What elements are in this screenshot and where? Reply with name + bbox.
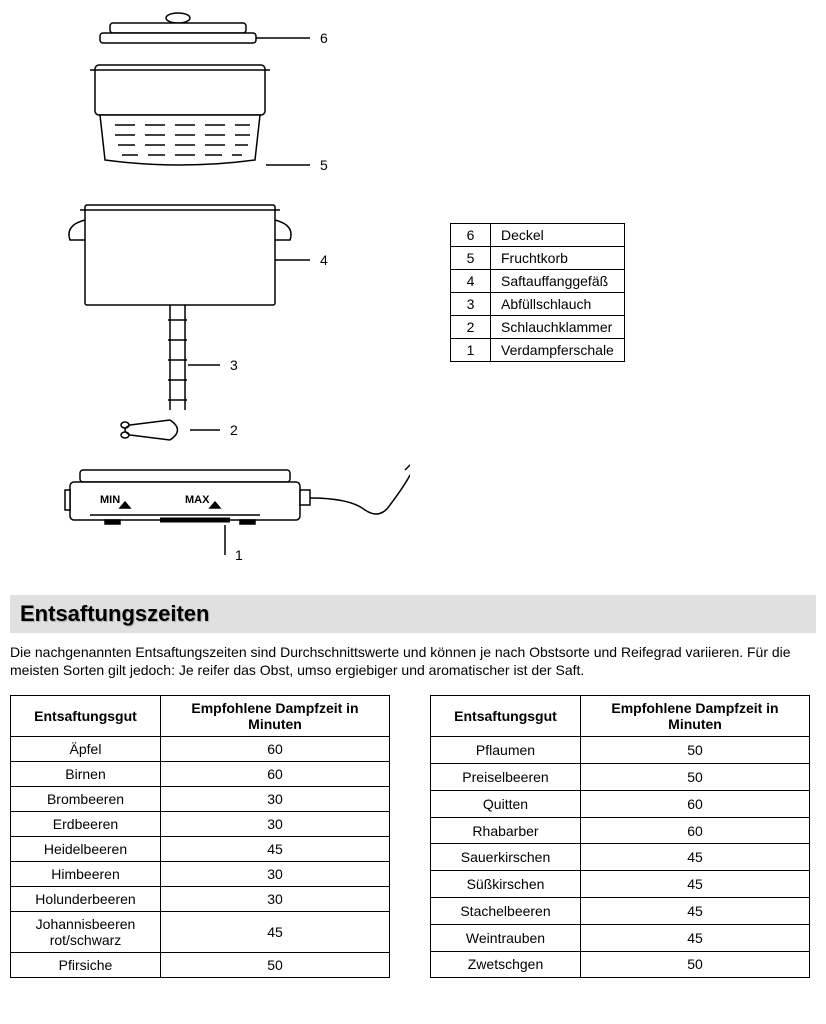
cell-time: 50 xyxy=(581,951,810,978)
legend-row: 1Verdampferschale xyxy=(451,339,625,362)
cell-item: Sauerkirschen xyxy=(431,844,581,871)
times-tables: Entsaftungsgut Empfohlene Dampfzeit in M… xyxy=(10,695,816,978)
cell-item: Birnen xyxy=(11,762,161,787)
cell-time: 30 xyxy=(161,887,390,912)
cell-time: 30 xyxy=(161,812,390,837)
section-intro: Die nachgenannten Entsaftungszeiten sind… xyxy=(10,643,816,679)
table-row: Pfirsiche50 xyxy=(11,953,390,978)
legend-row: 5Fruchtkorb xyxy=(451,247,625,270)
cell-time: 60 xyxy=(581,790,810,817)
table-row: Birnen60 xyxy=(11,762,390,787)
cell-item: Zwetschgen xyxy=(431,951,581,978)
min-label: MIN xyxy=(100,494,120,506)
table-row: Stachelbeeren45 xyxy=(431,897,810,924)
part-fruit-basket xyxy=(90,65,310,165)
section-title: Entsaftungszeiten xyxy=(10,595,816,633)
table-row: Himbeeren30 xyxy=(11,862,390,887)
cell-item: Preiselbeeren xyxy=(431,764,581,791)
table-row: Pflaumen50 xyxy=(431,737,810,764)
cell-item: Pflaumen xyxy=(431,737,581,764)
legend-label: Abfüllschlauch xyxy=(491,293,625,316)
cell-time: 50 xyxy=(161,953,390,978)
parts-legend-table: 6Deckel5Fruchtkorb4Saftauffanggefäß3Abfü… xyxy=(450,223,625,362)
legend-num: 5 xyxy=(451,247,491,270)
cell-item: Himbeeren xyxy=(11,862,161,887)
legend-num: 4 xyxy=(451,270,491,293)
col-header-item: Entsaftungsgut xyxy=(431,696,581,737)
cell-item: Johannisbeeren rot/schwarz xyxy=(11,912,161,953)
col-header-time: Empfohlene Dampfzeit in Minuten xyxy=(581,696,810,737)
cell-item: Süßkirschen xyxy=(431,871,581,898)
cell-item: Äpfel xyxy=(11,737,161,762)
table-row: Süßkirschen45 xyxy=(431,871,810,898)
legend-label: Fruchtkorb xyxy=(491,247,625,270)
times-table-right: Entsaftungsgut Empfohlene Dampfzeit in M… xyxy=(430,695,810,978)
table-row: Weintrauben45 xyxy=(431,924,810,951)
times-table-left: Entsaftungsgut Empfohlene Dampfzeit in M… xyxy=(10,695,390,978)
legend-label: Deckel xyxy=(491,224,625,247)
cell-item: Rhabarber xyxy=(431,817,581,844)
label-6: 6 xyxy=(320,30,328,46)
table-row: Äpfel60 xyxy=(11,737,390,762)
part-hose xyxy=(168,305,220,410)
label-1: 1 xyxy=(235,547,243,563)
table-row: Brombeeren30 xyxy=(11,787,390,812)
table-row: Zwetschgen50 xyxy=(431,951,810,978)
cell-item: Pfirsiche xyxy=(11,953,161,978)
table-row: Johannisbeeren rot/schwarz45 xyxy=(11,912,390,953)
table-row: Holunderbeeren30 xyxy=(11,887,390,912)
cell-item: Brombeeren xyxy=(11,787,161,812)
label-4: 4 xyxy=(320,252,328,268)
legend-num: 1 xyxy=(451,339,491,362)
label-3: 3 xyxy=(230,357,238,373)
cell-time: 60 xyxy=(161,737,390,762)
legend-num: 3 xyxy=(451,293,491,316)
top-section: 6 5 xyxy=(10,10,816,575)
cell-time: 30 xyxy=(161,787,390,812)
table-row: Sauerkirschen45 xyxy=(431,844,810,871)
part-evaporator xyxy=(65,460,410,555)
max-label: MAX xyxy=(185,494,210,506)
juicer-diagram: 6 5 xyxy=(10,10,410,575)
legend-label: Saftauffanggefäß xyxy=(491,270,625,293)
cell-time: 45 xyxy=(161,912,390,953)
cell-item: Stachelbeeren xyxy=(431,897,581,924)
cell-item: Quitten xyxy=(431,790,581,817)
table-row: Rhabarber60 xyxy=(431,817,810,844)
cell-item: Holunderbeeren xyxy=(11,887,161,912)
cell-time: 60 xyxy=(161,762,390,787)
cell-time: 45 xyxy=(581,897,810,924)
table-row: Preiselbeeren50 xyxy=(431,764,810,791)
label-2: 2 xyxy=(230,422,238,438)
table-row: Quitten60 xyxy=(431,790,810,817)
cell-time: 45 xyxy=(581,844,810,871)
label-5: 5 xyxy=(320,157,328,173)
legend-label: Verdampferschale xyxy=(491,339,625,362)
table-row: Erdbeeren30 xyxy=(11,812,390,837)
legend-row: 6Deckel xyxy=(451,224,625,247)
legend-row: 4Saftauffanggefäß xyxy=(451,270,625,293)
cell-time: 30 xyxy=(161,862,390,887)
legend-label: Schlauchklammer xyxy=(491,316,625,339)
part-lid xyxy=(100,13,310,43)
cell-item: Weintrauben xyxy=(431,924,581,951)
cell-time: 45 xyxy=(581,871,810,898)
legend-row: 3Abfüllschlauch xyxy=(451,293,625,316)
cell-time: 50 xyxy=(581,764,810,791)
cell-item: Erdbeeren xyxy=(11,812,161,837)
cell-time: 60 xyxy=(581,817,810,844)
cell-time: 45 xyxy=(581,924,810,951)
legend-row: 2Schlauchklammer xyxy=(451,316,625,339)
part-juice-vessel xyxy=(69,205,310,305)
cell-time: 45 xyxy=(161,837,390,862)
col-header-time: Empfohlene Dampfzeit in Minuten xyxy=(161,696,390,737)
col-header-item: Entsaftungsgut xyxy=(11,696,161,737)
part-clamp xyxy=(121,420,220,440)
cell-item: Heidelbeeren xyxy=(11,837,161,862)
legend-num: 2 xyxy=(451,316,491,339)
table-row: Heidelbeeren45 xyxy=(11,837,390,862)
legend-num: 6 xyxy=(451,224,491,247)
cell-time: 50 xyxy=(581,737,810,764)
